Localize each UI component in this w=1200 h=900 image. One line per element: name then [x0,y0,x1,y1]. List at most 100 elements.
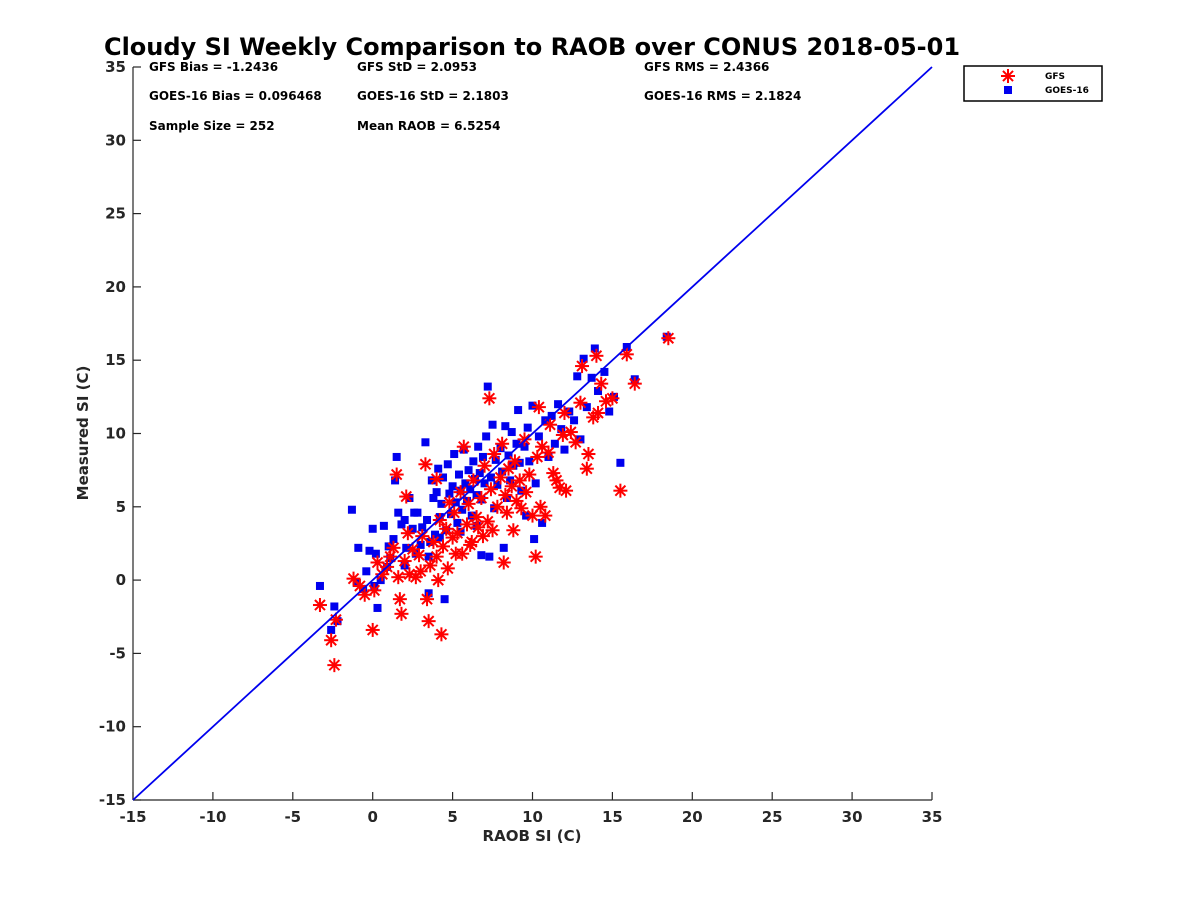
goes-16-point [389,535,398,544]
goes-16-point [456,527,465,536]
goes-16-point [315,581,324,590]
goes-16-point [477,551,486,560]
goes-16-point [368,524,377,533]
goes-16-point [488,420,497,429]
x-tick-label: 30 [842,808,863,826]
goes-16-point [400,515,409,524]
goes-16-point [496,444,505,453]
gfs-point [477,458,492,473]
gfs-point [399,489,414,504]
goes-16-point [506,476,515,485]
goes-16-point [424,589,433,598]
stat-mean-raob: Mean RAOB = 6.5254 [357,119,501,133]
one-to-one-line [132,66,933,801]
goes-16-point [576,435,585,444]
goes-16-point [478,452,487,461]
goes-16-point [410,508,419,517]
goes-16-point [493,480,502,489]
y-tick-label: 0 [116,571,126,589]
goes-16-point [397,520,406,529]
gfs-point [450,526,465,541]
goes-16-point [448,482,457,491]
goes-16-point [554,400,563,409]
gfs-point [594,376,609,391]
gfs-point [530,449,545,464]
gfs-point [535,439,550,454]
goes-16-point [327,625,336,634]
legend-label: GOES-16 [1045,86,1089,96]
stat-goes-std: GOES-16 StD = 2.1803 [357,89,509,103]
gfs-point [423,558,438,573]
goes-16-point [458,505,467,514]
legend-label: GFS [1045,72,1065,82]
goes-16-point [379,521,388,530]
goes-16-point [416,540,425,549]
gfs-point [605,391,620,406]
goes-16-point [565,407,574,416]
gfs-point [365,622,380,637]
gfs-point [613,483,628,498]
gfs-point [389,467,404,482]
x-axis-label: RAOB SI (C) [483,827,582,845]
goes-16-point [443,460,452,469]
goes-16-point [439,473,448,482]
gfs-point [506,523,521,538]
stat-goes-rms: GOES-16 RMS = 2.1824 [644,89,801,103]
y-tick-label: -10 [99,718,126,736]
gfs-point [392,592,407,607]
x-tick-label: -10 [199,808,226,826]
goes-16-point [435,533,444,542]
goes-16-point [483,382,492,391]
gfs-point [485,523,500,538]
goes-16-point [490,504,499,513]
gfs-point [429,549,444,564]
x-tick-label: -15 [119,808,146,826]
goes-16-point [587,373,596,382]
gfs-point [498,488,513,503]
goes-16-point [384,542,393,551]
goes-16-point [432,488,441,497]
stat-gfs-rms: GFS RMS = 2.4366 [644,60,769,74]
goes-16-point [365,546,374,555]
gfs-point [627,376,642,391]
goes-16-point [594,386,603,395]
goes-16-point [469,457,478,466]
goes-16-point [482,432,491,441]
chart-title: Cloudy SI Weekly Comparison to RAOB over… [104,33,960,61]
stat-gfs-std: GFS StD = 2.0953 [357,60,477,74]
gfs-point [490,499,505,514]
gfs-point [522,467,537,482]
gfs-point [543,417,558,432]
goes-16-point [557,425,566,434]
goes-16-point [431,530,440,539]
gfs-point [394,606,409,621]
gfs-point [517,432,532,447]
x-tick-label: 10 [522,808,543,826]
goes-16-point [486,473,495,482]
goes-16-point [423,515,432,524]
goes-16-point [464,466,473,475]
goes-16-point [475,469,484,478]
gfs-point [507,454,522,469]
gfs-point [619,347,634,362]
goes-16-point [480,479,489,488]
goes-16-point [523,423,532,432]
y-tick-label: -15 [99,791,126,809]
gfs-point [563,425,578,440]
gfs-point [504,479,519,494]
x-tick-label: 5 [447,808,457,826]
x-tick-label: -5 [284,808,301,826]
gfs-point [397,554,412,569]
gfs-point [312,598,327,613]
y-ticks: -15 -10 -5 0 5 10 15 20 25 30 35 [99,58,141,809]
goes-16-point [391,476,400,485]
gfs-point [327,658,342,673]
gfs-point [447,505,462,520]
goes-16-point [560,445,569,454]
goes-16-point [424,552,433,561]
goes-16-point [347,505,356,514]
gfs-point [591,405,606,420]
goes-16-point [499,543,508,552]
gfs-point [459,517,474,532]
